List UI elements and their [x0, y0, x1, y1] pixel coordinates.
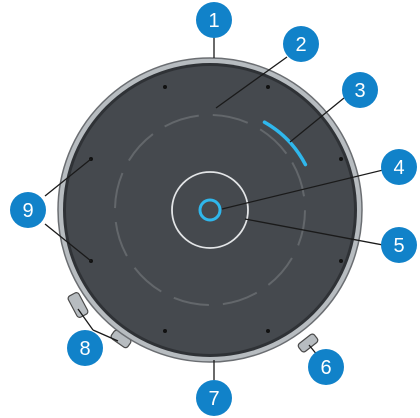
callout-label: 6	[320, 357, 331, 379]
callout-label: 5	[393, 235, 404, 257]
mic-hole-top-right	[266, 85, 270, 89]
side-port-right	[297, 333, 319, 353]
callout-label: 2	[295, 34, 306, 56]
callout-badge	[196, 2, 232, 38]
callout-label: 9	[22, 200, 33, 222]
leader-8b	[92, 329, 119, 342]
mic-hole-right-lower	[339, 259, 343, 263]
callout-badge	[342, 72, 378, 108]
callout-badge	[10, 192, 46, 228]
leader-2	[215, 56, 288, 109]
callout-label: 7	[208, 388, 219, 410]
leader-8a	[77, 308, 94, 331]
callout-2: 2	[283, 26, 319, 62]
mic-hole-bottom-left	[163, 329, 167, 333]
mic-hole-right-upper	[339, 157, 343, 161]
callout-5: 5	[381, 227, 417, 263]
leader-3	[289, 97, 345, 143]
light-ring-arc	[262, 120, 308, 167]
callout-badge	[196, 380, 232, 416]
dial-ring	[114, 114, 306, 306]
leader-lines	[44, 36, 384, 380]
callout-label: 8	[79, 338, 90, 360]
callout-badge	[283, 26, 319, 62]
center-button	[198, 198, 222, 222]
callout-label: 4	[393, 157, 404, 179]
callout-label: 1	[208, 10, 219, 32]
side-button-left-upper	[67, 292, 89, 318]
callout-label: 3	[354, 80, 365, 102]
leader-9b	[44, 223, 92, 262]
leader-9a	[44, 158, 92, 197]
callout-6: 6	[308, 349, 344, 385]
mic-hole-bottom-right	[266, 329, 270, 333]
callout-badge	[381, 227, 417, 263]
device-body	[66, 66, 354, 354]
leader-4	[221, 169, 384, 210]
callout-4: 4	[381, 149, 417, 185]
center-ring	[171, 171, 249, 249]
callout-8: 8	[67, 330, 103, 366]
mic-hole-top-left	[163, 85, 167, 89]
callout-badge	[308, 349, 344, 385]
callout-badge	[67, 330, 103, 366]
callout-9: 9	[10, 192, 46, 228]
callout-7: 7	[196, 380, 232, 416]
leader-5	[244, 218, 384, 246]
callout-badge	[381, 149, 417, 185]
callout-3: 3	[342, 72, 378, 108]
callout-1: 1	[196, 2, 232, 38]
